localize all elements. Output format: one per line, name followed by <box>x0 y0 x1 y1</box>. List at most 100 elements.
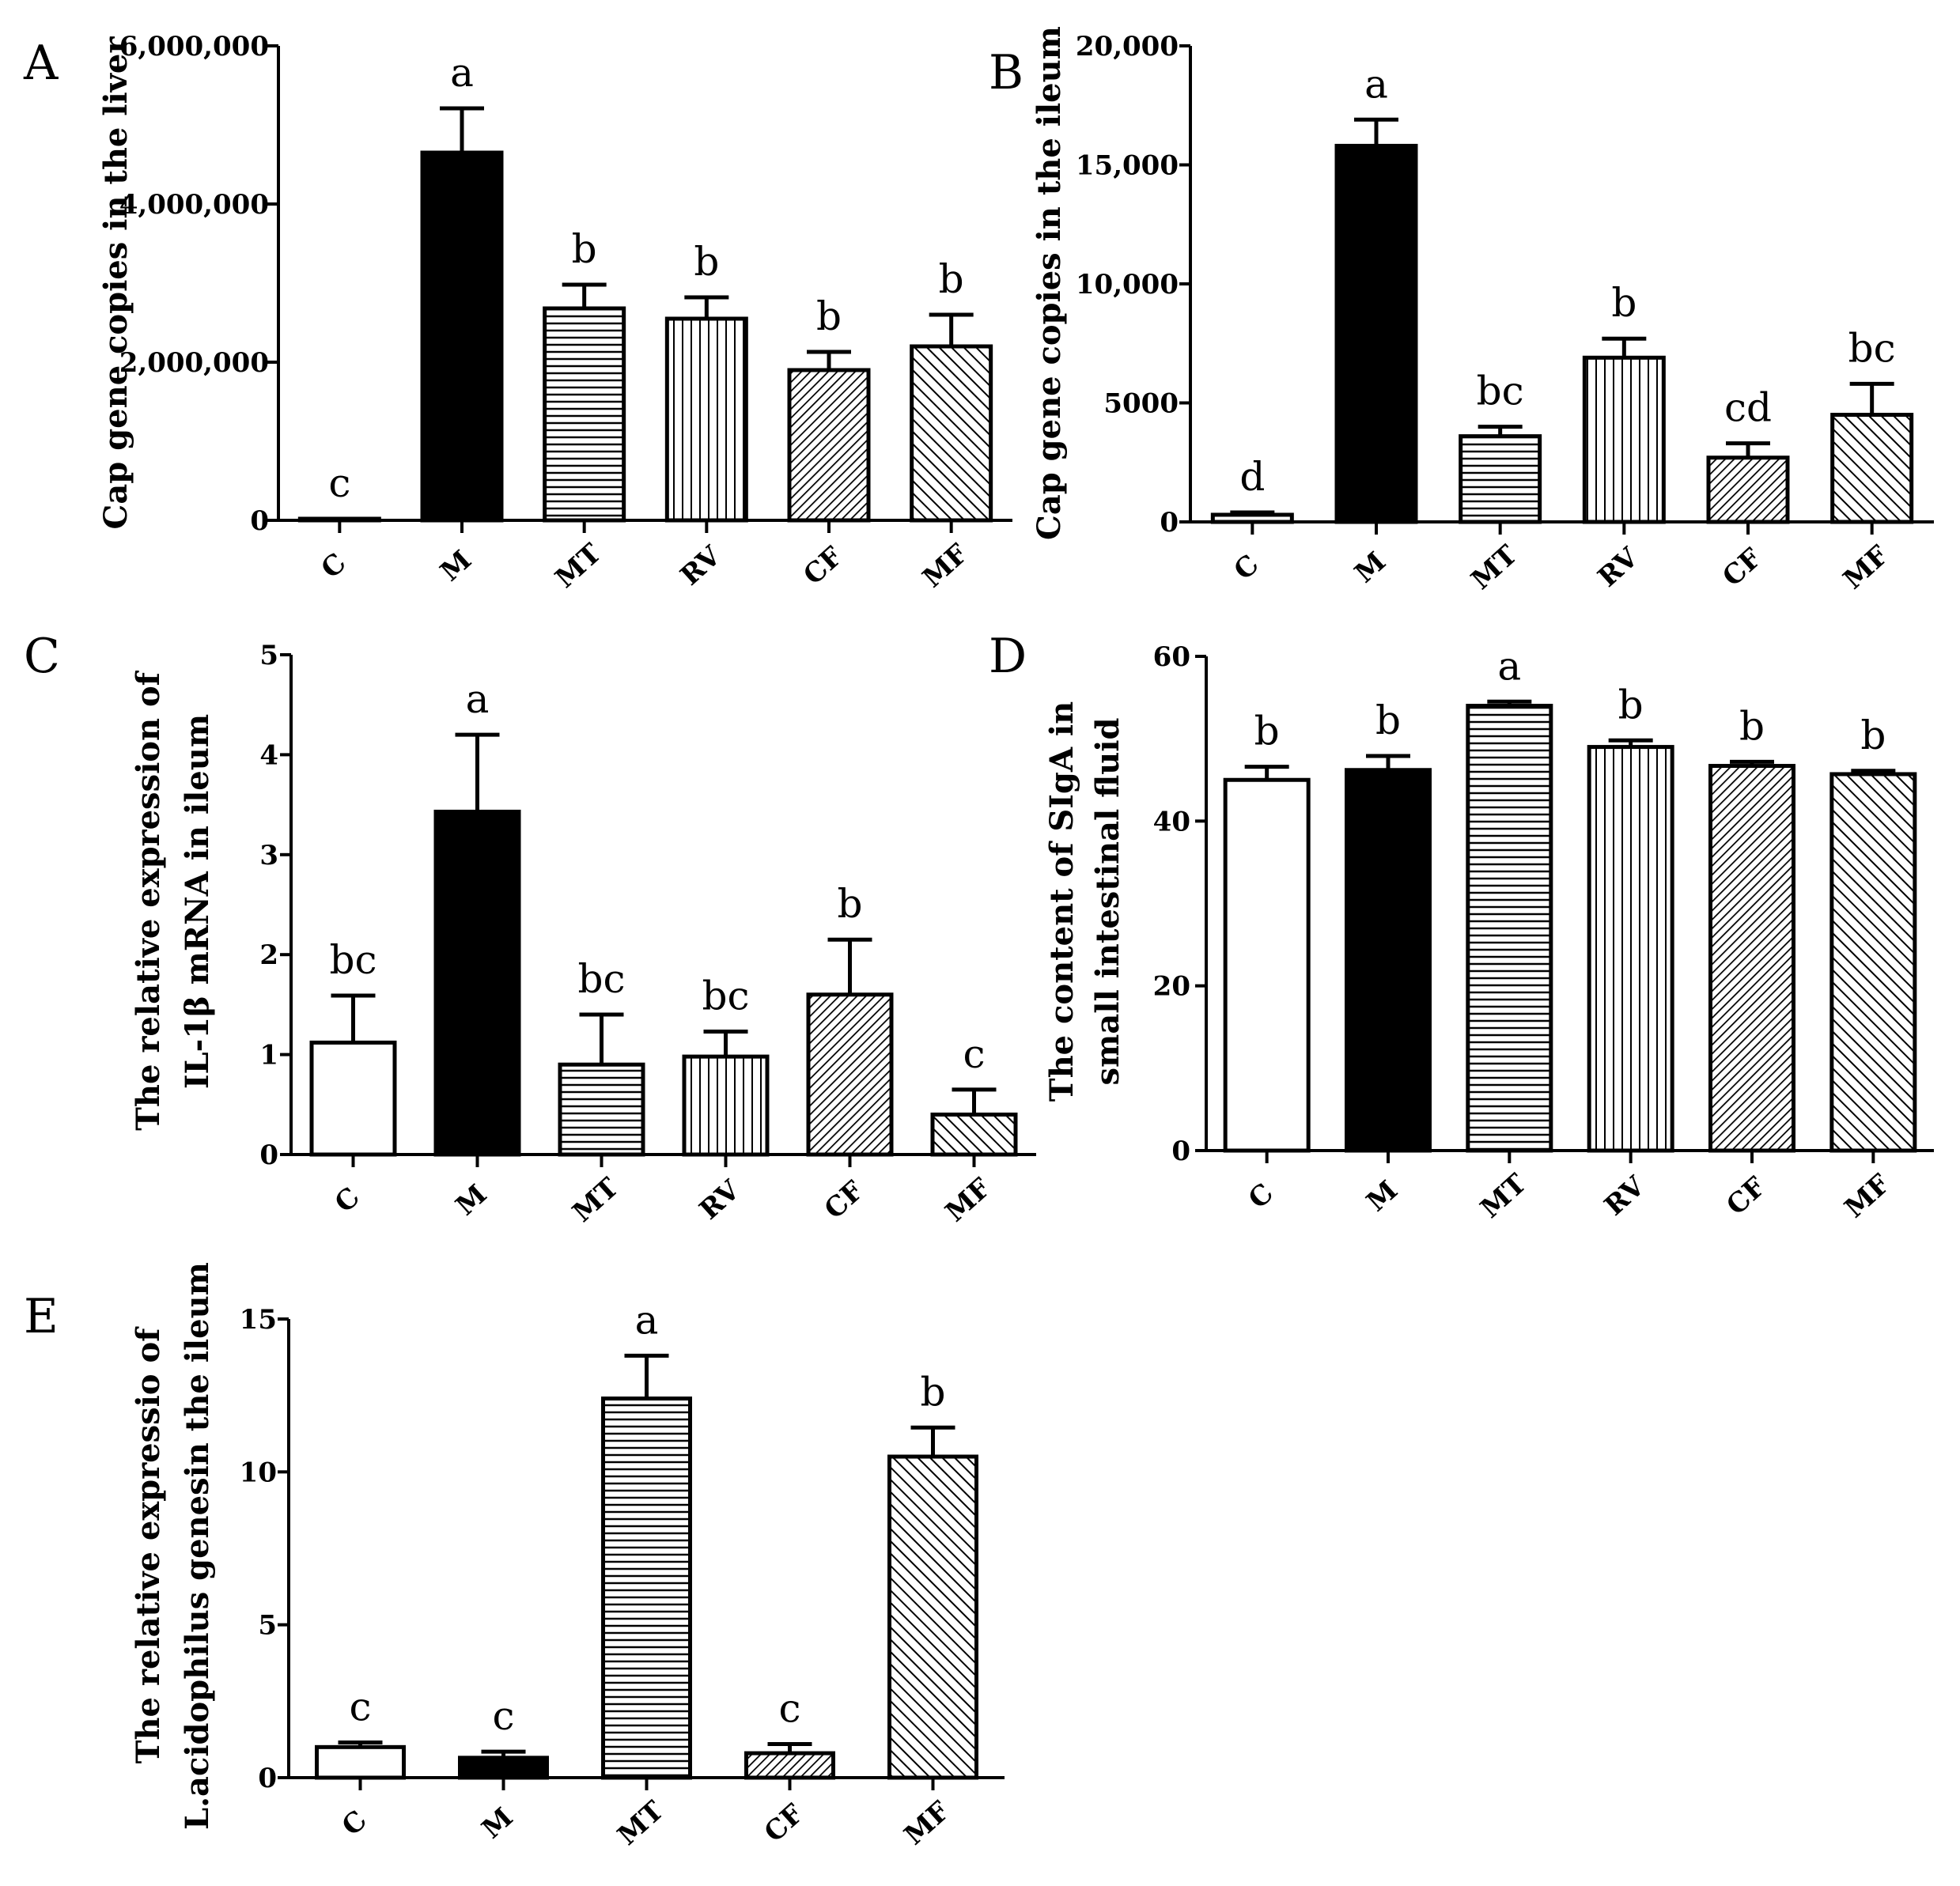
x-category-label: CF <box>1720 1171 1772 1222</box>
x-category-label: MT <box>1466 539 1524 596</box>
significance-letter: b <box>920 1369 945 1415</box>
bar-mf <box>910 344 993 523</box>
panel-letter: C <box>24 629 60 684</box>
y-tick-label: 1 <box>259 1040 278 1072</box>
y-tick-label: 20,000 <box>1076 31 1179 62</box>
x-category-label: MF <box>917 538 974 594</box>
x-category-label: RV <box>675 540 728 592</box>
y-tick-label: 15 <box>240 1304 277 1336</box>
significance-letter: b <box>1254 709 1280 754</box>
x-category-label: RV <box>694 1174 747 1226</box>
x-category-label: M <box>1360 1174 1404 1218</box>
panel-d: D 0 20 40 60 The content of SIgA in small inte… <box>989 629 1934 1225</box>
bar-rv <box>1587 745 1674 1153</box>
x-category-label: MT <box>1474 1168 1533 1225</box>
significance-letter: bc <box>702 973 749 1019</box>
x-category-label: MF <box>1837 539 1895 595</box>
x-category-label: M <box>434 544 478 588</box>
significance-letter: b <box>1618 682 1644 728</box>
bar-m <box>420 150 504 523</box>
y-tick-label: 20 <box>1153 971 1190 1003</box>
bar-cf <box>1708 764 1795 1153</box>
x-category-label: MF <box>940 1172 997 1228</box>
x-category-label: MF <box>899 1795 956 1851</box>
bar-m <box>433 809 521 1157</box>
x-category-label: M <box>450 1178 494 1222</box>
y-tick-label: 5 <box>258 1610 277 1642</box>
bar-mf <box>1829 772 1917 1153</box>
y-axis-label: Cap gene copies in the liver <box>97 36 134 530</box>
significance-letter: b <box>1375 697 1401 743</box>
significance-letter: c <box>328 460 350 506</box>
significance-letter: b <box>1611 280 1636 326</box>
bar-cf <box>744 1751 835 1780</box>
significance-letter: b <box>694 239 719 285</box>
significance-letter: a <box>466 676 490 722</box>
significance-letter: bc <box>577 956 625 1002</box>
y-axis-label: The relative expression of <box>130 670 167 1131</box>
bar-mt <box>543 306 626 523</box>
significance-letter: d <box>1239 454 1265 500</box>
significance-letter: c <box>492 1693 514 1739</box>
y-tick-label: 2,000,000 <box>119 347 269 379</box>
panel-letter: D <box>989 629 1027 684</box>
bar-cf <box>1706 455 1790 524</box>
y-tick-label: 2 <box>259 939 278 971</box>
bar-rv <box>664 316 748 523</box>
bar-mt <box>1466 704 1553 1153</box>
panel-letter: A <box>23 36 59 91</box>
x-category-label: C <box>329 1181 366 1219</box>
significance-letter: b <box>939 256 964 302</box>
significance-letter: bc <box>1848 325 1896 371</box>
x-category-label: M <box>476 1801 520 1845</box>
bar-m <box>458 1756 549 1780</box>
y-axis-label: The relative expressio of <box>130 1326 167 1763</box>
y-tick-label: 0 <box>1160 507 1179 539</box>
bar-mt <box>1459 434 1542 524</box>
significance-letter: b <box>572 226 597 272</box>
significance-letter: bc <box>329 937 376 983</box>
x-category-label: MT <box>566 1172 625 1229</box>
significance-letter: cd <box>1724 385 1772 431</box>
x-category-label: C <box>316 547 353 585</box>
y-tick-label: 10,000 <box>1076 269 1179 300</box>
x-category-label: C <box>1243 1177 1280 1215</box>
y-tick-label: 0 <box>250 505 269 537</box>
significance-letter: bc <box>1477 369 1524 414</box>
bar-c <box>309 1040 397 1157</box>
panel-e: E 0 5 10 15 The relative expressio of L.acidop… <box>24 1262 1005 1852</box>
significance-letter: a <box>1497 643 1521 689</box>
y-axis-label: Cap gene copies in the ileum <box>1031 26 1068 540</box>
y-axis-label: small intestinal fluid <box>1089 718 1126 1086</box>
bar-cf <box>787 368 871 523</box>
bar-mt <box>558 1062 645 1157</box>
significance-letter: c <box>349 1684 371 1730</box>
significance-letter: b <box>837 881 862 927</box>
x-category-label: CF <box>819 1175 870 1226</box>
y-tick-label: 15,000 <box>1076 150 1179 182</box>
bar-c <box>297 516 381 523</box>
significance-letter: b <box>816 293 842 339</box>
significance-letter: b <box>1860 712 1886 758</box>
y-tick-label: 4 <box>259 739 278 771</box>
y-tick-label: 60 <box>1153 641 1190 673</box>
x-category-label: MF <box>1839 1168 1897 1224</box>
bar-rv <box>682 1054 770 1157</box>
y-tick-label: 10 <box>240 1457 277 1488</box>
y-tick-label: 40 <box>1153 806 1190 837</box>
x-category-label: M <box>1349 546 1392 589</box>
significance-letter: a <box>1364 61 1388 107</box>
x-category-label: RV <box>1599 1170 1652 1223</box>
x-category-label: C <box>1228 549 1266 587</box>
x-category-label: CF <box>759 1798 810 1849</box>
y-axis-label: IL-1β mRNA in ileum <box>179 714 216 1089</box>
significance-letter: c <box>778 1685 800 1731</box>
significance-letter: c <box>963 1031 985 1077</box>
panel-b: B 0 5000 10,000 15,000 20,000 Cap gene copies … <box>989 26 1934 596</box>
bar-mf <box>930 1112 1018 1157</box>
significance-letter: b <box>1739 703 1765 749</box>
x-category-label: MT <box>611 1795 670 1852</box>
